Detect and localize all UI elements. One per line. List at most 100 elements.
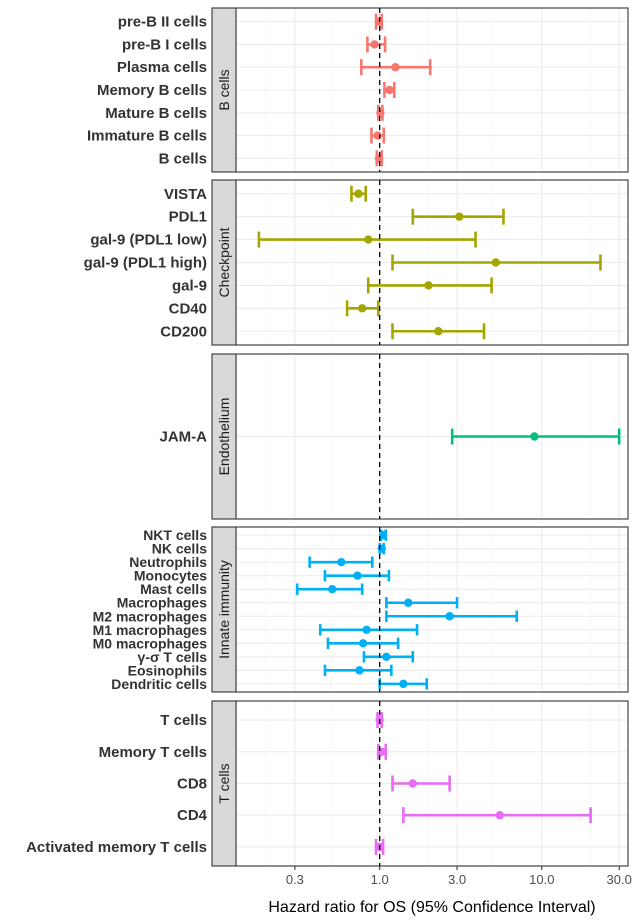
hazard-ratio-point	[495, 811, 504, 820]
x-axis: 0.3 1.0 3.0 10.0 30.0	[286, 866, 632, 887]
row-cd200: CD200	[160, 323, 486, 340]
facet-strip	[211, 179, 237, 346]
row-label: Immature B cells	[87, 128, 207, 145]
row-memory-t-cells: Memory T cells	[99, 743, 388, 761]
row-label: gal-9 (PDL1 high)	[84, 255, 207, 272]
row-m0-macrophages: M0 macrophages	[93, 635, 400, 651]
hazard-ratio-point	[337, 557, 346, 567]
row-mature-b-cells: Mature B cells	[105, 104, 385, 122]
row-eosinophils: Eosinophils	[128, 662, 393, 678]
row-gal-9: gal-9	[172, 277, 493, 294]
row-immature-b-cells: Immature B cells	[87, 127, 386, 145]
row-label: Activated memory T cells	[26, 839, 207, 856]
row-label: Plasma cells	[117, 59, 207, 76]
hazard-ratio-point	[364, 235, 373, 244]
facet-strip	[211, 526, 237, 693]
row-mast-cells: Mast cells	[140, 581, 364, 597]
row-neutrophils: Neutrophils	[129, 554, 374, 570]
row-label: Dendritic cells	[111, 676, 207, 692]
panel-checkpoint: VISTA PDL1 gal-9 (PDL1 low) gal-9 (PDL1 hig…	[84, 179, 629, 346]
row-label: CD4	[177, 807, 208, 824]
hazard-ratio-point	[376, 108, 385, 117]
row-label: JAM-A	[160, 429, 208, 446]
row-jam-a: JAM-A	[160, 428, 621, 446]
row-label: VISTA	[164, 186, 207, 203]
row-label: CD200	[160, 323, 207, 340]
row-memory-b-cells: Memory B cells	[97, 82, 396, 99]
row-label: pre-B I cells	[122, 36, 207, 53]
hazard-ratio-point	[434, 327, 443, 336]
row-label: gal-9 (PDL1 low)	[90, 232, 207, 249]
row-cd8: CD8	[177, 775, 451, 793]
row-label: Eosinophils	[128, 662, 208, 678]
hazard-ratio-point	[399, 679, 408, 689]
hazard-ratio-point	[377, 544, 386, 553]
row-nkt-cells: NKT cells	[143, 527, 388, 543]
hazard-ratio-point	[362, 625, 371, 634]
facet-strip-label: Innate immunity	[216, 560, 232, 659]
row-cd40: CD40	[169, 300, 380, 317]
row-monocytes: Monocytes	[134, 568, 391, 584]
hazard-ratio-point	[382, 652, 391, 662]
hazard-ratio-point	[391, 63, 400, 72]
row-label: M1 macrophages	[93, 622, 208, 638]
row-label: γ-σ T cells	[138, 649, 208, 665]
row-m2-macrophages: M2 macrophages	[93, 608, 519, 624]
row-m1-macrophages: M1 macrophages	[93, 622, 419, 638]
x-tick-label: 0.3	[286, 872, 304, 887]
row-label: CD40	[169, 300, 207, 317]
hazard-ratio-point	[370, 40, 379, 49]
row-label: gal-9	[172, 277, 207, 294]
x-tick-label: 1.0	[371, 872, 389, 887]
hazard-ratio-point	[445, 612, 454, 621]
row-label: Memory T cells	[99, 744, 207, 761]
hazard-ratio-point	[353, 571, 362, 580]
row-pre-b-i-cells: pre-B I cells	[122, 36, 387, 53]
hazard-ratio-point	[491, 258, 500, 267]
row-t-cells: γ-σ T cells	[138, 649, 415, 665]
row-label: B cells	[159, 150, 207, 167]
hazard-ratio-point	[385, 85, 394, 95]
facet-strip-label: Endothelium	[216, 398, 232, 476]
facet-strip	[211, 7, 237, 173]
row-label: Mast cells	[140, 581, 207, 597]
row-label: Monocytes	[134, 568, 207, 584]
x-axis-title: Hazard ratio for OS (95% Confidence Inte…	[268, 899, 595, 916]
row-label: NK cells	[152, 541, 207, 557]
hazard-ratio-point	[358, 639, 368, 648]
row-gal-9-pdl1-low: gal-9 (PDL1 low)	[90, 231, 477, 249]
row-vista: VISTA	[164, 185, 367, 203]
panel-endothelium: JAM-A Endothelium	[160, 353, 629, 520]
hazard-ratio-point	[408, 779, 417, 788]
x-tick-label: 3.0	[448, 872, 466, 887]
panel-b-cells: pre-B II cells pre-B I cells Plasma cells M…	[87, 7, 629, 173]
hazard-ratio-point	[328, 585, 337, 594]
panel-t-cells: T cells Memory T cells CD8 CD4 Activated mem…	[26, 700, 629, 867]
hazard-ratio-point	[373, 131, 382, 140]
x-tick-label: 10.0	[529, 872, 554, 887]
row-pre-b-ii-cells: pre-B II cells	[118, 14, 384, 31]
hazard-ratio-point	[354, 189, 363, 198]
hazard-ratio-point	[424, 281, 433, 290]
row-gal-9-pdl1-high: gal-9 (PDL1 high)	[84, 254, 602, 272]
facet-strip	[211, 353, 237, 520]
row-label: Macrophages	[117, 595, 207, 611]
panel-background	[236, 527, 628, 692]
facet-strip-label: B cells	[216, 69, 232, 110]
row-label: T cells	[160, 712, 207, 729]
hazard-ratio-point	[455, 212, 464, 221]
row-label: pre-B II cells	[118, 14, 207, 31]
row-label: Neutrophils	[129, 554, 207, 570]
facet-strip-label: T cells	[216, 763, 232, 803]
row-label: M2 macrophages	[93, 608, 208, 624]
x-tick-label: 30.0	[607, 872, 632, 887]
hazard-ratio-point	[378, 530, 388, 540]
hazard-ratio-point	[374, 17, 384, 26]
row-plasma-cells: Plasma cells	[117, 59, 432, 76]
hazard-ratio-point	[357, 304, 367, 313]
hazard-ratio-point	[404, 598, 413, 607]
row-label: Memory B cells	[97, 82, 207, 99]
row-label: CD8	[177, 776, 207, 793]
